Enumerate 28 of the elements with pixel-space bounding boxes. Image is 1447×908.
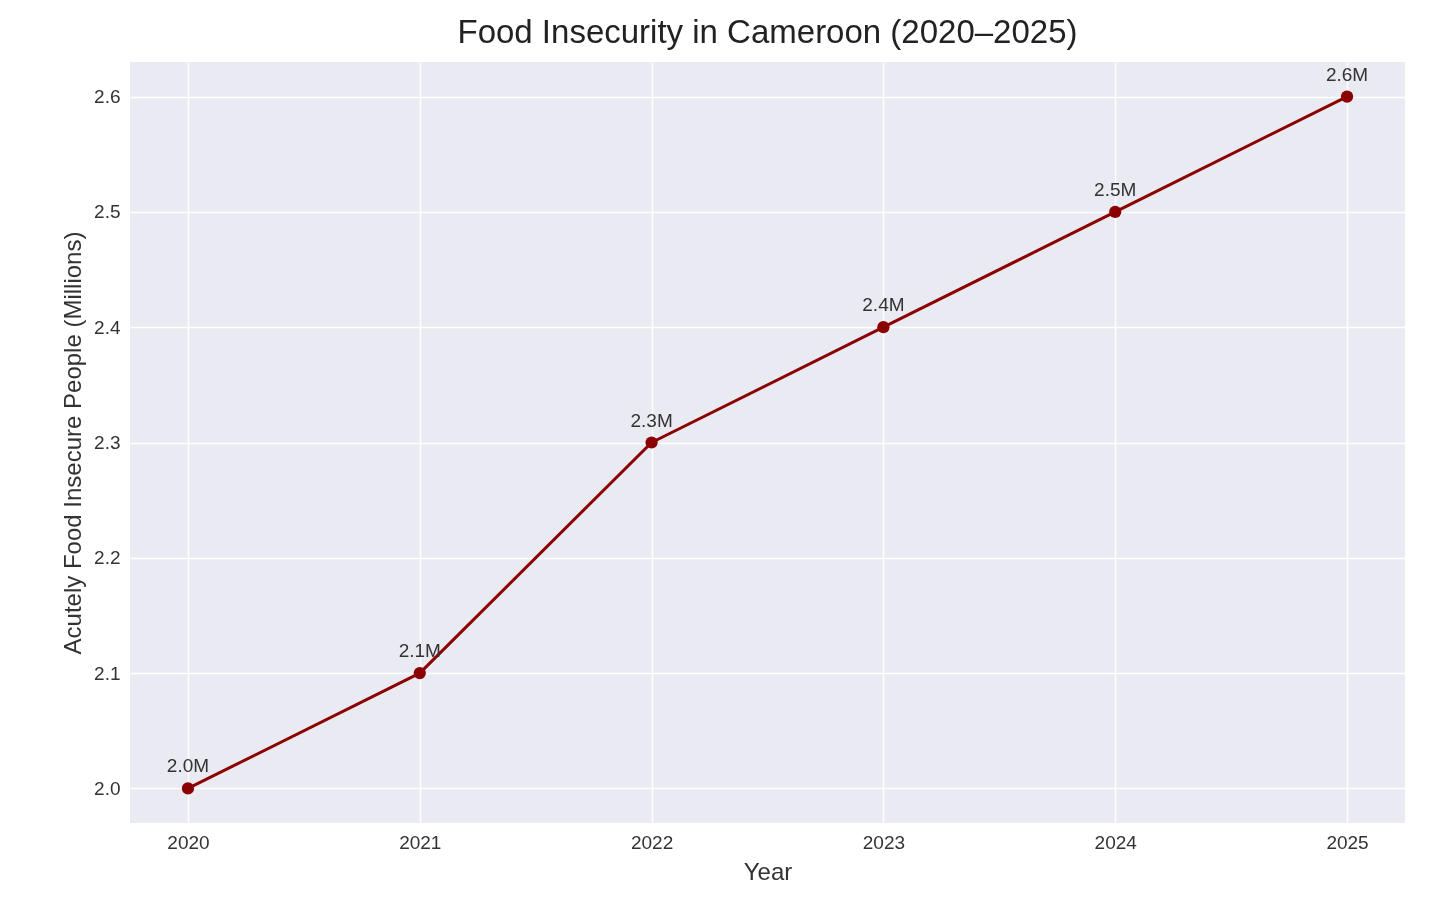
y-tick-label: 2.3 xyxy=(94,432,121,453)
point xyxy=(645,436,658,449)
x-tick-label: 2020 xyxy=(167,831,210,853)
data-label: 2.4M xyxy=(862,294,905,316)
data-label: 2.6M xyxy=(1325,63,1369,85)
x-axis-title: Year xyxy=(743,857,793,885)
data-label: 2.5M xyxy=(1094,178,1137,200)
point xyxy=(413,666,426,680)
y-tick-label: 2.2 xyxy=(94,547,121,569)
point xyxy=(1109,205,1122,219)
data-label: 2.0M xyxy=(166,755,210,777)
data-label: 2.3M xyxy=(630,409,673,431)
y-tick-label: 2.1 xyxy=(94,662,121,684)
y-tick-label: 2.4 xyxy=(94,316,121,338)
x-tick-label: 2023 xyxy=(862,831,906,853)
point xyxy=(181,782,195,795)
point xyxy=(877,321,890,334)
data-label: 2.1M xyxy=(398,640,441,662)
x-tick-label: 2024 xyxy=(1094,831,1138,853)
x-tick-label: 2021 xyxy=(399,831,442,853)
x-tick-label: 2025 xyxy=(1326,831,1369,853)
point xyxy=(1340,90,1354,103)
y-axis-title: Acutely Food Insecure People (Millions) xyxy=(59,231,87,655)
y-tick-label: 2.5 xyxy=(94,201,121,223)
y-tick-label: 2.0 xyxy=(94,777,121,799)
y-tick-label: 2.6 xyxy=(94,86,121,108)
chart-title: Food Insecurity in Cameroon (2020–2025) xyxy=(457,13,1078,50)
x-tick-label: 2022 xyxy=(630,831,674,853)
